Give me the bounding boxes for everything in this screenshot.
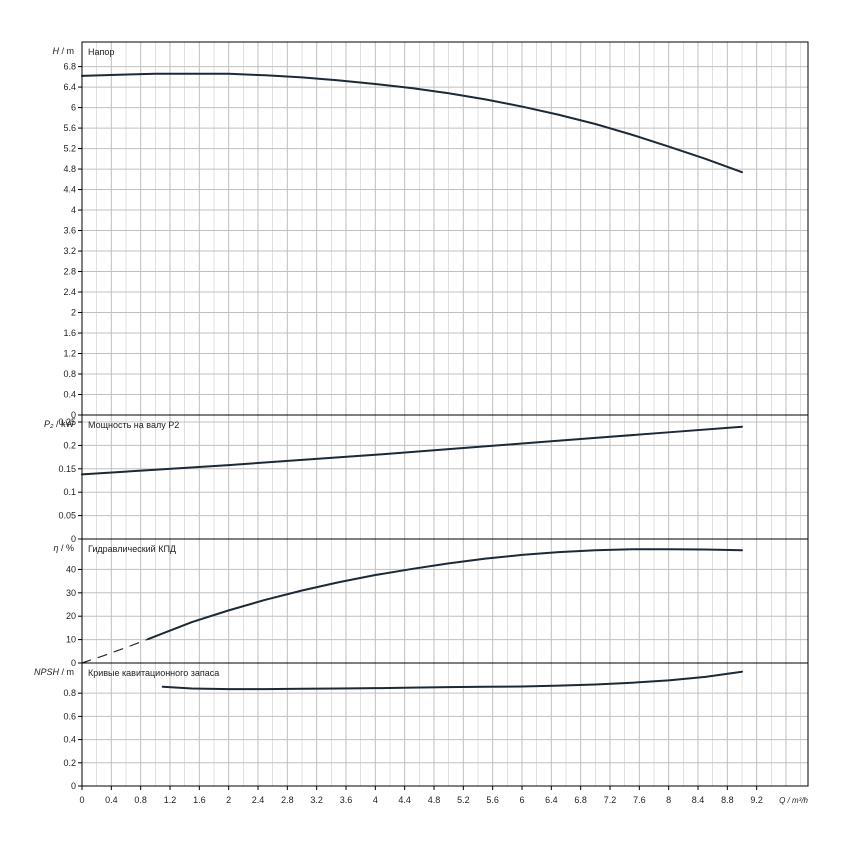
y-tick-label: 40	[66, 564, 76, 574]
panel-title: Гидравлический КПД	[88, 544, 176, 554]
y-axis-separator: /	[58, 543, 66, 553]
y-axis-symbol: H	[52, 46, 59, 56]
y-axis-symbol: η	[53, 543, 58, 553]
y-axis-separator: /	[53, 419, 61, 429]
x-tick-label: 4.4	[398, 795, 411, 805]
y-tick-label: 3.6	[63, 226, 76, 236]
y-tick-label: 2.4	[63, 287, 76, 297]
x-tick-label: 1.2	[164, 795, 177, 805]
y-tick-label: 20	[66, 611, 76, 621]
y-axis-separator: /	[59, 667, 67, 677]
panel-frame	[81, 414, 809, 540]
y-tick-label: 0	[71, 781, 76, 791]
x-tick-label: 8.4	[692, 795, 705, 805]
x-tick-label: 8	[666, 795, 671, 805]
panel-title: Напор	[88, 47, 114, 57]
y-axis-unit: kW	[61, 419, 75, 429]
y-tick-label: 6.8	[63, 62, 76, 72]
y-tick-label: 4.8	[63, 164, 76, 174]
y-tick-label: 0.8	[63, 369, 76, 379]
y-tick-label: 0.6	[63, 711, 76, 721]
x-tick-label: 3.6	[340, 795, 353, 805]
y-axis-unit: m	[67, 667, 75, 677]
y-tick-label: 4.4	[63, 185, 76, 195]
y-axis-symbol: P₂	[44, 419, 54, 429]
y-axis-symbol: NPSH	[34, 667, 60, 677]
x-tick-label: 0.8	[134, 795, 147, 805]
grid	[96, 42, 801, 786]
panel-frame	[81, 538, 809, 664]
x-tick-label: 4	[373, 795, 378, 805]
panel-4: 0 0.2 0.4 0.6 0.8 Кривые кавитационного запас…	[34, 662, 809, 791]
x-tick-label: 2.4	[252, 795, 265, 805]
y-tick-label: 2.8	[63, 267, 76, 277]
y-tick-label: 0.25	[58, 417, 76, 427]
y-tick-label: 1.6	[63, 328, 76, 338]
y-axis-unit: %	[66, 543, 74, 553]
y-tick-label: 30	[66, 588, 76, 598]
y-tick-label: 0.15	[58, 464, 76, 474]
x-tick-label: 8.8	[721, 795, 734, 805]
x-tick-label: 0.4	[105, 795, 118, 805]
series-line	[147, 548, 743, 641]
y-tick-label: 0.8	[63, 688, 76, 698]
x-axis-label: Q / m³/h	[779, 796, 808, 805]
x-tick-label: 5.2	[457, 795, 470, 805]
y-tick-label: 0.05	[58, 511, 76, 521]
y-axis-label: P₂ / kW	[44, 419, 74, 429]
panel-1: 0 0.4 0.8 1.2 1.6 2 2.4 2.8 3.2 3.6 4 4.4 4.8 5.2 5.6 6…	[52, 41, 809, 420]
x-tick-label: 7.6	[633, 795, 646, 805]
panel-title: Мощность на валу P2	[88, 420, 179, 430]
panel-2: 0 0.05 0.1 0.15 0.2 0.25 Мощность на валу P2 P₂…	[44, 414, 809, 544]
series-line	[161, 670, 743, 691]
panel-frame	[81, 41, 809, 416]
x-tick-label: 6.8	[574, 795, 587, 805]
y-tick-label: 6	[71, 103, 76, 113]
x-tick-label: 4.8	[428, 795, 441, 805]
series-line	[81, 425, 743, 476]
x-tick-label: 9.2	[750, 795, 763, 805]
x-tick-label: 7.2	[604, 795, 617, 805]
y-tick-label: 10	[66, 635, 76, 645]
y-tick-label: 0.1	[63, 487, 76, 497]
y-tick-label: 5.2	[63, 144, 76, 154]
x-tick-label: 3.2	[310, 795, 323, 805]
x-tick-label: 0	[79, 795, 84, 805]
y-axis-label: H / m	[52, 46, 74, 56]
y-tick-label: 0.2	[63, 758, 76, 768]
series-line	[81, 72, 743, 174]
x-axis: 0 0.4 0.8 1.2 1.6 2 2.4 2.8 3.2 3.6 4 4.4 4.8 5.2 5.6 6…	[79, 786, 809, 805]
y-tick-label: 4	[71, 205, 76, 215]
y-tick-label: 1.2	[63, 349, 76, 359]
y-tick-label: 5.6	[63, 123, 76, 133]
panel-3: 0 10 20 30 40 Гидравлический КПД η / %	[53, 538, 809, 668]
panel-title: Кривые кавитационного запаса	[88, 668, 219, 678]
x-tick-label: 6.4	[545, 795, 558, 805]
y-axis-label: η / %	[53, 543, 74, 553]
y-tick-label: 0.4	[63, 735, 76, 745]
y-tick-label: 0	[71, 410, 76, 420]
y-axis-label: NPSH / m	[34, 667, 74, 677]
y-tick-label: 0	[71, 658, 76, 668]
x-tick-label: 2.8	[281, 795, 294, 805]
x-tick-label: 2	[226, 795, 231, 805]
y-tick-label: 3.2	[63, 246, 76, 256]
y-tick-label: 6.4	[63, 82, 76, 92]
panel-frame	[81, 662, 809, 787]
y-tick-label: 0.4	[63, 390, 76, 400]
y-tick-label: 2	[71, 308, 76, 318]
y-axis-separator: /	[59, 46, 67, 56]
y-axis-unit: m	[67, 46, 75, 56]
x-tick-label: 6	[519, 795, 524, 805]
x-tick-label: 1.6	[193, 795, 206, 805]
series-line	[81, 638, 149, 664]
y-tick-label: 0.2	[63, 440, 76, 450]
y-tick-label: 0	[71, 534, 76, 544]
x-tick-label: 5.6	[486, 795, 499, 805]
